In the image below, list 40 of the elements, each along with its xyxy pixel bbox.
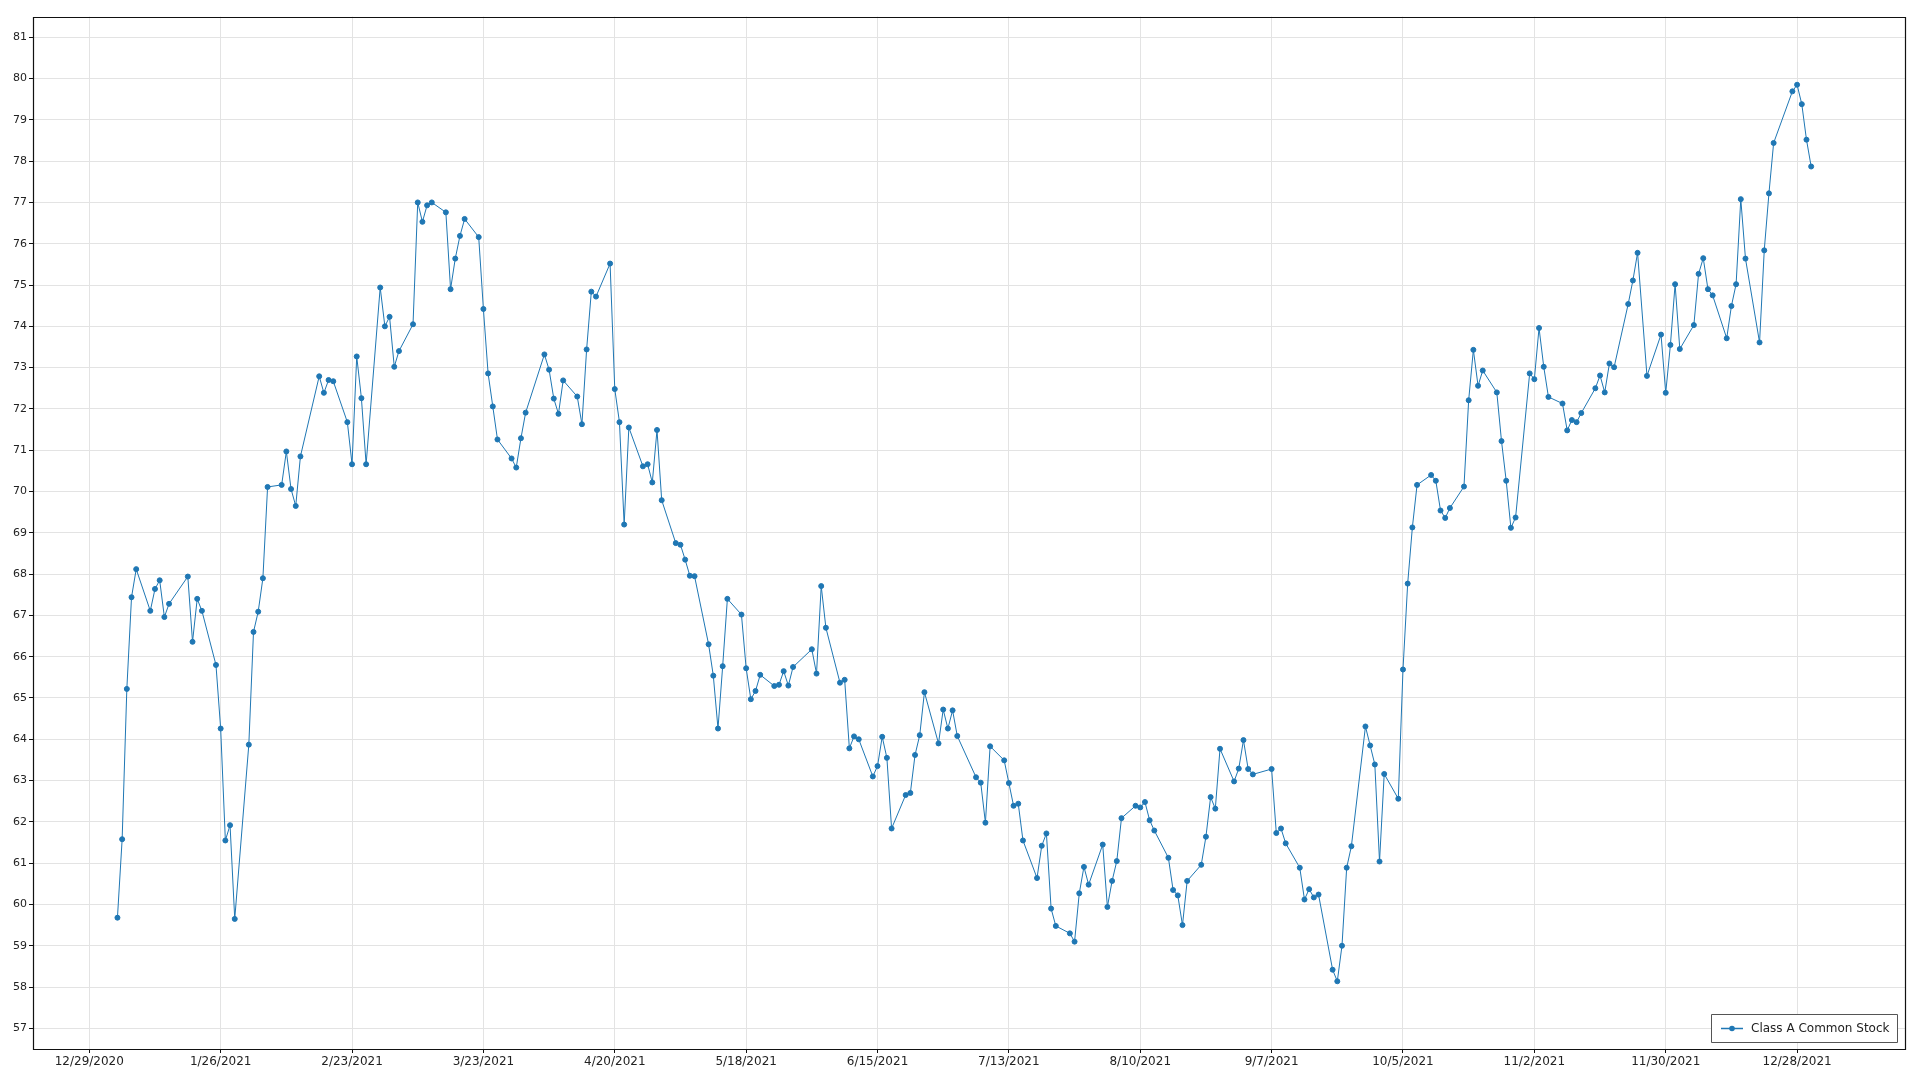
y-tick-label: 67 xyxy=(13,608,27,622)
x-tick-label: 9/7/2021 xyxy=(1244,1054,1299,1069)
x-tick-label: 3/23/2021 xyxy=(452,1054,515,1069)
y-tick-label: 76 xyxy=(13,236,27,250)
y-tick-label: 75 xyxy=(13,277,27,291)
x-tick-label: 11/2/2021 xyxy=(1503,1054,1566,1069)
y-tick-label: 80 xyxy=(13,71,27,85)
y-tick-label: 58 xyxy=(13,979,27,993)
x-tick-label: 10/5/2021 xyxy=(1372,1054,1434,1069)
x-tick-label: 12/29/2020 xyxy=(54,1054,124,1069)
x-tick-label: 2/23/2021 xyxy=(321,1054,383,1069)
x-tick-label: 6/15/2021 xyxy=(846,1054,909,1069)
y-tick-label: 78 xyxy=(13,154,27,167)
y-tick-label: 59 xyxy=(13,938,27,952)
x-tick-label: 12/28/2021 xyxy=(1762,1054,1832,1069)
y-tick-label: 74 xyxy=(13,319,27,333)
y-tick-label: 60 xyxy=(13,897,27,911)
y-tick-label: 63 xyxy=(13,773,27,787)
y-tick-label: 72 xyxy=(13,401,27,415)
y-tick-label: 61 xyxy=(13,856,27,870)
y-tick-label: 68 xyxy=(13,566,27,580)
y-tick-label: 66 xyxy=(13,649,27,663)
legend-label: Class A Common Stock xyxy=(1751,1020,1890,1035)
x-tick-label: 5/18/2021 xyxy=(715,1054,777,1069)
y-tick-label: 71 xyxy=(13,443,27,457)
y-tick-label: 73 xyxy=(13,360,27,374)
x-tick-label: 7/13/2021 xyxy=(978,1054,1040,1069)
x-tick-label: 8/10/2021 xyxy=(1109,1054,1172,1069)
y-tick-label: 57 xyxy=(13,1021,27,1035)
y-tick-label: 70 xyxy=(13,484,27,498)
x-tick-label: 11/30/2021 xyxy=(1631,1054,1701,1069)
y-tick-label: 62 xyxy=(13,814,27,828)
y-tick-label: 64 xyxy=(13,732,27,746)
y-tick-label: 79 xyxy=(13,112,27,126)
y-tick-label: 65 xyxy=(13,690,27,704)
x-tick-label: 1/26/2021 xyxy=(189,1054,252,1069)
y-tick-label: 69 xyxy=(13,525,27,539)
x-tick-label: 4/20/2021 xyxy=(584,1054,646,1069)
y-tick-label: 77 xyxy=(13,195,27,209)
y-tick-label: 81 xyxy=(13,30,27,44)
